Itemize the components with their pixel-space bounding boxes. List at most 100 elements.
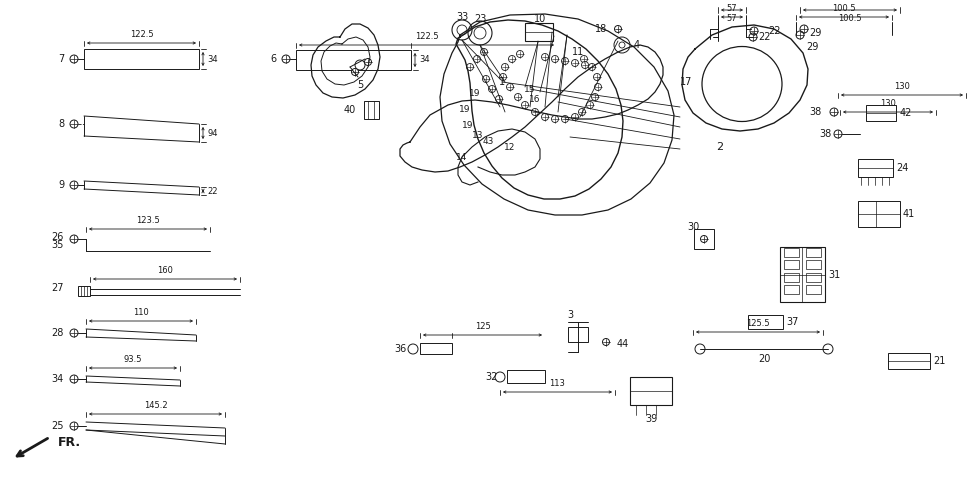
- Circle shape: [580, 56, 587, 63]
- Circle shape: [467, 64, 473, 71]
- Circle shape: [581, 62, 588, 69]
- Bar: [806, 285, 821, 294]
- Text: 9: 9: [58, 180, 64, 190]
- Bar: [630, 377, 672, 405]
- Text: 31: 31: [828, 270, 840, 280]
- Circle shape: [701, 236, 708, 243]
- Text: 23: 23: [473, 14, 486, 24]
- Circle shape: [502, 64, 508, 71]
- Bar: [507, 370, 545, 383]
- Text: 22: 22: [768, 26, 781, 36]
- Text: 32: 32: [486, 372, 498, 382]
- Text: 29: 29: [806, 42, 818, 52]
- Bar: [806, 273, 821, 282]
- Text: 30: 30: [687, 222, 699, 232]
- Text: 6: 6: [270, 54, 276, 64]
- Text: 113: 113: [549, 379, 566, 388]
- Text: 26: 26: [52, 232, 64, 242]
- Bar: [694, 229, 714, 249]
- Text: 94: 94: [207, 129, 218, 138]
- Bar: [784, 248, 799, 257]
- Text: 19: 19: [469, 89, 481, 98]
- Text: 22: 22: [758, 32, 771, 42]
- Text: 2: 2: [716, 142, 723, 152]
- Circle shape: [586, 101, 594, 108]
- Text: 16: 16: [529, 94, 540, 103]
- Text: 57: 57: [727, 4, 738, 13]
- Text: 34: 34: [207, 55, 218, 64]
- Text: 10: 10: [534, 14, 546, 24]
- Circle shape: [352, 69, 359, 76]
- Circle shape: [532, 108, 538, 115]
- Text: 122.5: 122.5: [415, 32, 438, 41]
- Text: 160: 160: [157, 266, 173, 275]
- Text: 22: 22: [207, 186, 218, 195]
- Circle shape: [614, 25, 621, 32]
- Bar: [866, 105, 896, 121]
- Text: 57: 57: [727, 14, 738, 23]
- Text: 40: 40: [344, 105, 356, 115]
- Circle shape: [364, 59, 371, 66]
- Text: 17: 17: [679, 77, 692, 87]
- Circle shape: [562, 58, 569, 65]
- Circle shape: [541, 113, 548, 120]
- Circle shape: [551, 115, 559, 122]
- Text: 11: 11: [572, 47, 584, 57]
- Circle shape: [595, 83, 602, 90]
- Text: 123.5: 123.5: [136, 216, 159, 225]
- Text: 12: 12: [504, 143, 516, 152]
- Text: 125.5: 125.5: [746, 319, 770, 328]
- Bar: [784, 273, 799, 282]
- Text: 100.5: 100.5: [832, 4, 855, 13]
- Circle shape: [480, 49, 488, 56]
- Text: 18: 18: [595, 24, 607, 34]
- Text: 110: 110: [133, 308, 149, 317]
- Text: 13: 13: [472, 131, 484, 140]
- Circle shape: [572, 113, 578, 120]
- Text: 25: 25: [52, 421, 64, 431]
- Text: 130: 130: [880, 99, 896, 108]
- Text: 122.5: 122.5: [129, 30, 154, 39]
- Bar: [858, 159, 893, 177]
- Text: 15: 15: [524, 84, 536, 93]
- Circle shape: [572, 60, 578, 67]
- Bar: [806, 248, 821, 257]
- Bar: [806, 260, 821, 269]
- Text: 130: 130: [894, 82, 910, 91]
- Circle shape: [496, 95, 503, 102]
- Text: 14: 14: [456, 153, 468, 162]
- Text: 5: 5: [357, 80, 364, 90]
- Text: 19: 19: [459, 104, 470, 113]
- Circle shape: [508, 56, 515, 63]
- Bar: [780, 247, 825, 302]
- Text: 33: 33: [456, 12, 469, 22]
- Circle shape: [473, 56, 480, 63]
- Text: 93.5: 93.5: [123, 355, 142, 364]
- Text: 7: 7: [57, 54, 64, 64]
- Circle shape: [500, 74, 506, 81]
- Bar: [784, 260, 799, 269]
- Text: FR.: FR.: [58, 436, 81, 449]
- Circle shape: [562, 115, 569, 122]
- Text: 24: 24: [896, 163, 909, 173]
- Circle shape: [578, 108, 585, 115]
- Circle shape: [516, 51, 524, 58]
- Bar: [78, 286, 90, 296]
- Circle shape: [514, 93, 522, 100]
- Text: 145.2: 145.2: [144, 401, 167, 410]
- Text: 43: 43: [482, 138, 494, 147]
- Circle shape: [588, 64, 596, 71]
- Text: 44: 44: [617, 339, 629, 349]
- Text: 125: 125: [474, 322, 491, 331]
- Circle shape: [506, 83, 513, 90]
- Bar: [858, 201, 900, 227]
- Circle shape: [541, 54, 548, 61]
- Text: 38: 38: [819, 129, 832, 139]
- Text: 8: 8: [58, 119, 64, 129]
- Text: 21: 21: [933, 356, 946, 366]
- Text: 27: 27: [52, 283, 64, 293]
- Circle shape: [522, 101, 529, 108]
- Text: 3: 3: [567, 310, 573, 320]
- Text: 19: 19: [463, 120, 473, 130]
- Bar: [420, 343, 452, 354]
